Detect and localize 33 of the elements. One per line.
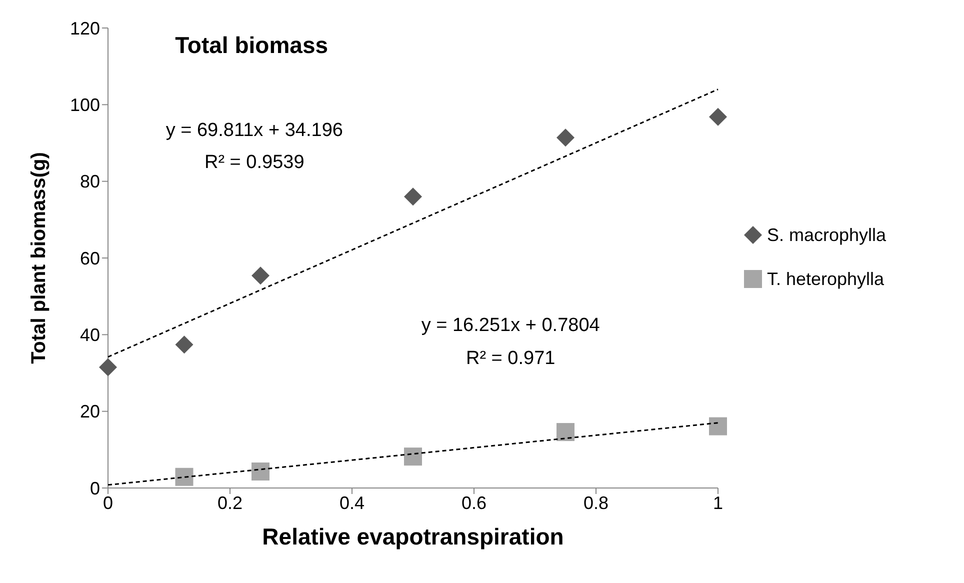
annotation: y = 16.251x + 0.7804 [420,315,601,337]
point [556,128,574,147]
y-tick-label: 0 [90,478,100,498]
point [709,108,727,126]
y-tick-label: 40 [80,325,100,346]
point [175,468,194,486]
y-tick-label: 100 [70,95,100,116]
point [175,336,194,354]
annotation: R² = 0.9539 [203,152,306,174]
legend-label: T. heterophylla [767,268,884,290]
legend-label: S. macrophylla [767,224,886,246]
annotation: y = 69.811x + 34.196 [164,120,344,142]
point [99,358,117,376]
x-tick-label: 0.2 [217,492,243,513]
x-axis-title: Relative evapotranspiration [262,523,564,550]
point [709,417,727,436]
y-tick-label: 120 [70,18,100,38]
annotation: R² = 0.971 [464,348,556,370]
x-tick-label: 0.6 [461,492,487,513]
point [556,423,574,442]
y-axis-title: Total plant biomass(g) [28,152,50,364]
chart-title: Total biomass [175,32,328,59]
point [404,448,422,466]
y-tick-label: 80 [80,172,100,192]
x-tick-label: 0.8 [583,492,609,513]
point [404,188,422,206]
point [252,462,270,481]
x-tick-label: 1 [712,492,724,513]
y-tick-label: 20 [80,402,100,422]
x-tick-label: 0 [102,492,114,513]
point [252,266,270,285]
x-tick-label: 0.4 [339,492,365,513]
y-tick-label: 60 [80,248,100,268]
